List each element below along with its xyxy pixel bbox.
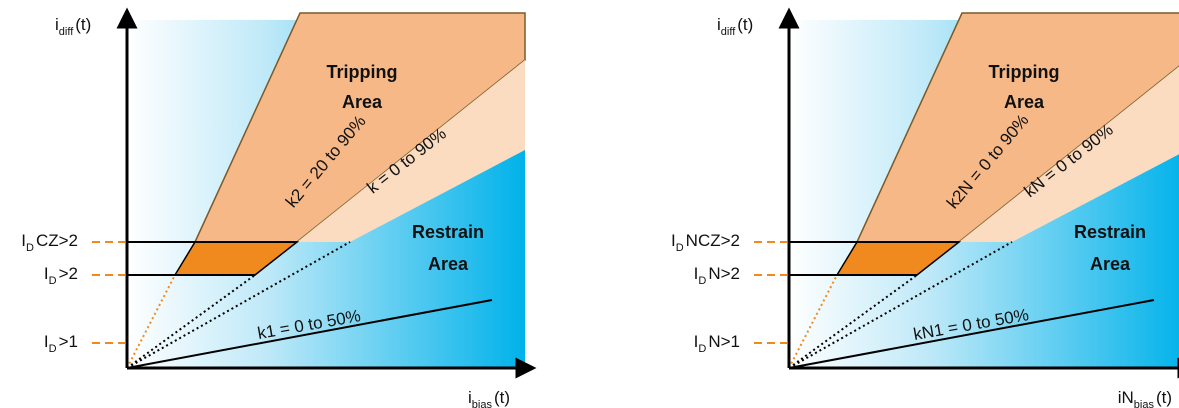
y-axis-label: idiff (t) (717, 15, 753, 38)
tripping-area-light (959, 66, 1179, 242)
level-label-suffix: >2 (59, 264, 78, 283)
level-label-suffix: >1 (59, 332, 78, 351)
y-axis-label-suffix: (t) (737, 15, 753, 34)
tripping-title: Tripping (989, 62, 1060, 82)
dotted-black (126, 274, 256, 369)
restrain-title: Restrain (1074, 222, 1146, 242)
level-label-suffix: CZ>2 (36, 231, 78, 250)
level-label-suffix: N>1 (708, 332, 740, 351)
x-axis-label-suffix: (t) (1156, 388, 1172, 407)
level-label-sub: D (676, 242, 684, 254)
dotted-black (788, 274, 918, 369)
x-axis-label-main: i (468, 388, 472, 407)
y-axis-label-suffix: (t) (75, 15, 91, 34)
level-label-main: I (671, 231, 676, 250)
y-axis-label-main: i (717, 15, 721, 34)
level-label-main: I (694, 264, 699, 283)
level-label-main: I (694, 332, 699, 351)
level-label: ID CZ>2 (21, 231, 78, 254)
level-label-sub: D (49, 343, 57, 355)
level-label: ID N>1 (694, 332, 740, 355)
characteristic-diagram: idiff (t)ibias (t)ID CZ>2ID >2ID >1TrippingAr… (21, 7, 537, 408)
y-axis-label-sub: diff (721, 26, 736, 38)
x-axis-label: iNbias (t) (1118, 388, 1172, 408)
level-label: ID N>2 (694, 264, 740, 287)
level-label: ID >2 (44, 264, 78, 287)
level-label-main: I (44, 264, 49, 283)
tripping-title: Tripping (327, 62, 398, 82)
level-label-main: I (21, 231, 26, 250)
level-label-sub: D (698, 275, 706, 287)
level-label-main: I (44, 332, 49, 351)
x-axis-label-sub: bias (1134, 399, 1155, 408)
tripping-area-light (297, 60, 525, 242)
characteristic-diagram: idiff (t)iNbias (t)ID NCZ>2ID N>2ID N>1Trippi… (671, 7, 1179, 408)
level-label-sub: D (698, 343, 706, 355)
tripping-title: Area (1004, 92, 1045, 112)
level-label: ID NCZ>2 (671, 231, 740, 254)
restrain-title: Area (428, 254, 469, 274)
restrain-title: Restrain (412, 222, 484, 242)
x-axis-label-suffix: (t) (494, 388, 510, 407)
level-label: ID >1 (44, 332, 78, 355)
level-label-suffix: N>2 (708, 264, 740, 283)
restrain-title: Area (1090, 254, 1131, 274)
x-axis-label-sub: bias (472, 399, 493, 408)
level-label-suffix: NCZ>2 (686, 231, 740, 250)
y-axis-label-main: i (55, 15, 59, 34)
tripping-title: Area (342, 92, 383, 112)
y-axis-label: idiff (t) (55, 15, 91, 38)
k1-line (788, 299, 1155, 369)
x-axis-label: ibias (t) (468, 388, 510, 408)
level-label-sub: D (26, 242, 34, 254)
k1-line (126, 299, 493, 369)
x-axis-label-main: iN (1118, 388, 1134, 407)
level-label-sub: D (49, 275, 57, 287)
y-axis-label-sub: diff (59, 26, 74, 38)
